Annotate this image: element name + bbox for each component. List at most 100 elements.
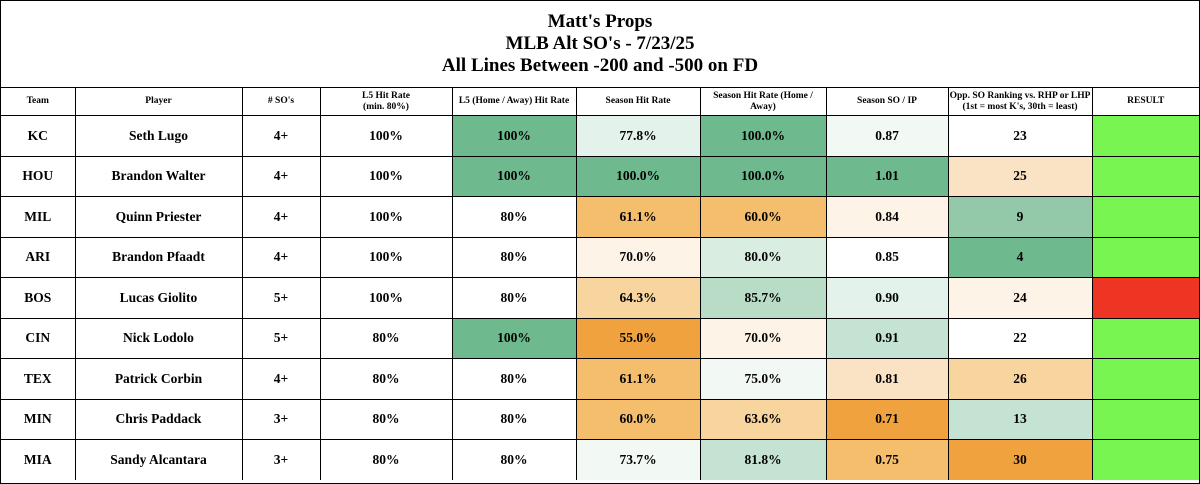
season-home-away-cell: 100.0%	[699, 155, 827, 197]
l5-home-away-cell: 80%	[451, 236, 577, 278]
player-cell: Chris Paddack	[74, 398, 243, 440]
season-hit-rate-cell: 73.7%	[575, 439, 701, 480]
l5-home-away-cell: 100%	[451, 115, 577, 157]
table-row: MIL Quinn Priester 4+ 100% 80% 61.1% 60.0% 0.84…	[1, 196, 1199, 238]
opp-so-ranking-cell: 23	[947, 115, 1093, 157]
l5-hit-rate-cell: 100%	[319, 155, 453, 197]
season-hit-rate-cell: 60.0%	[575, 398, 701, 440]
season-hit-rate-cell: 61.1%	[575, 196, 701, 238]
result-cell	[1091, 277, 1199, 319]
player-cell: Nick Lodolo	[74, 317, 243, 359]
result-cell	[1091, 196, 1199, 238]
column-header: L5 Hit Rate (min. 80%)	[319, 88, 453, 116]
team-cell: CIN	[1, 317, 76, 359]
column-header: Team	[1, 88, 76, 116]
table-row: MIA Sandy Alcantara 3+ 80% 80% 73.7% 81.8% 0.75…	[1, 439, 1199, 480]
season-so-ip-cell: 0.71	[825, 398, 949, 440]
column-header: L5 (Home / Away) Hit Rate	[451, 88, 577, 116]
season-home-away-cell: 75.0%	[699, 358, 827, 400]
so-line-cell: 4+	[241, 196, 321, 238]
column-header-label: Team	[26, 96, 49, 106]
table-row: MIN Chris Paddack 3+ 80% 80% 60.0% 63.6% 0.71 13	[1, 398, 1199, 440]
result-cell	[1091, 115, 1199, 157]
season-so-ip-cell: 0.90	[825, 277, 949, 319]
table-row: TEX Patrick Corbin 4+ 80% 80% 61.1% 75.0% 0.81 2…	[1, 358, 1199, 400]
l5-hit-rate-cell: 100%	[319, 196, 453, 238]
l5-hit-rate-cell: 100%	[319, 277, 453, 319]
team-cell: KC	[1, 115, 76, 157]
l5-home-away-cell: 80%	[451, 196, 577, 238]
season-hit-rate-cell: 100.0%	[575, 155, 701, 197]
team-cell: TEX	[1, 358, 76, 400]
so-line-cell: 3+	[241, 398, 321, 440]
team-cell: MIL	[1, 196, 76, 238]
opp-so-ranking-cell: 22	[947, 317, 1093, 359]
team-cell: MIA	[1, 439, 76, 480]
opp-so-ranking-cell: 25	[947, 155, 1093, 197]
column-header-label: Player	[145, 96, 172, 106]
season-hit-rate-cell: 70.0%	[575, 236, 701, 278]
result-cell	[1091, 358, 1199, 400]
season-home-away-cell: 70.0%	[699, 317, 827, 359]
season-so-ip-cell: 0.91	[825, 317, 949, 359]
so-line-cell: 4+	[241, 115, 321, 157]
season-hit-rate-cell: 77.8%	[575, 115, 701, 157]
opp-so-ranking-cell: 26	[947, 358, 1093, 400]
l5-hit-rate-cell: 80%	[319, 439, 453, 480]
team-cell: HOU	[1, 155, 76, 197]
player-cell: Sandy Alcantara	[74, 439, 243, 480]
column-header-label: L5 Hit Rate	[361, 90, 411, 101]
table-row: HOU Brandon Walter 4+ 100% 100% 100.0% 100.0% 1…	[1, 155, 1199, 197]
so-line-cell: 4+	[241, 236, 321, 278]
l5-home-away-cell: 80%	[451, 358, 577, 400]
header-row: Team Player # SO's L5 Hit Rate (min. 80%) L5 …	[1, 88, 1199, 116]
l5-home-away-cell: 100%	[451, 155, 577, 197]
column-header-label: Season Hit Rate	[605, 96, 671, 106]
player-cell: Lucas Giolito	[74, 277, 243, 319]
season-so-ip-cell: 0.85	[825, 236, 949, 278]
opp-so-ranking-cell: 4	[947, 236, 1093, 278]
title-line-1: Matt's Props	[547, 11, 653, 32]
opp-so-ranking-cell: 24	[947, 277, 1093, 319]
l5-hit-rate-cell: 100%	[319, 115, 453, 157]
column-header-label: Season Hit Rate (Home / Away)	[713, 90, 813, 112]
column-header: RESULT	[1091, 88, 1199, 116]
player-cell: Brandon Pfaadt	[74, 236, 243, 278]
column-header: Player	[74, 88, 243, 116]
result-cell	[1091, 439, 1199, 480]
table-row: ARI Brandon Pfaadt 4+ 100% 80% 70.0% 80.0% 0.85…	[1, 236, 1199, 278]
season-home-away-cell: 85.7%	[699, 277, 827, 319]
l5-hit-rate-cell: 80%	[319, 398, 453, 440]
opp-so-ranking-cell: 13	[947, 398, 1093, 440]
season-home-away-cell: 63.6%	[699, 398, 827, 440]
player-cell: Seth Lugo	[74, 115, 243, 157]
column-header-sublabel: (min. 80%)	[363, 101, 409, 112]
column-header-label: L5 (Home / Away) Hit Rate	[458, 96, 570, 106]
season-home-away-cell: 80.0%	[699, 236, 827, 278]
team-cell: ARI	[1, 236, 76, 278]
opp-so-ranking-cell: 30	[947, 439, 1093, 480]
column-header: Season Hit Rate	[575, 88, 701, 116]
column-header-label: # SO's	[267, 96, 295, 106]
so-line-cell: 3+	[241, 439, 321, 480]
table-row: BOS Lucas Giolito 5+ 100% 80% 64.3% 85.7% 0.90 2…	[1, 277, 1199, 319]
season-home-away-cell: 100.0%	[699, 115, 827, 157]
column-header-label: RESULT	[1127, 96, 1165, 106]
table-row: KC Seth Lugo 4+ 100% 100% 77.8% 100.0% 0.87 23	[1, 115, 1199, 157]
table-body: KC Seth Lugo 4+ 100% 100% 77.8% 100.0% 0.87 23 HO…	[1, 115, 1199, 480]
season-hit-rate-cell: 64.3%	[575, 277, 701, 319]
title-line-2: MLB Alt SO's - 7/23/25	[505, 33, 695, 54]
so-line-cell: 4+	[241, 155, 321, 197]
so-line-cell: 5+	[241, 317, 321, 359]
l5-home-away-cell: 80%	[451, 439, 577, 480]
column-header: Opp. SO Ranking vs. RHP or LHP (1st = mos…	[947, 88, 1093, 116]
table-row: CIN Nick Lodolo 5+ 80% 100% 55.0% 70.0% 0.91 22	[1, 317, 1199, 359]
title-block: Matt's Props MLB Alt SO's - 7/23/25 All …	[1, 1, 1199, 88]
season-so-ip-cell: 0.75	[825, 439, 949, 480]
l5-home-away-cell: 100%	[451, 317, 577, 359]
l5-hit-rate-cell: 100%	[319, 236, 453, 278]
l5-home-away-cell: 80%	[451, 277, 577, 319]
l5-home-away-cell: 80%	[451, 398, 577, 440]
season-hit-rate-cell: 55.0%	[575, 317, 701, 359]
props-table: Team Player # SO's L5 Hit Rate (min. 80%) L5 …	[1, 88, 1199, 480]
